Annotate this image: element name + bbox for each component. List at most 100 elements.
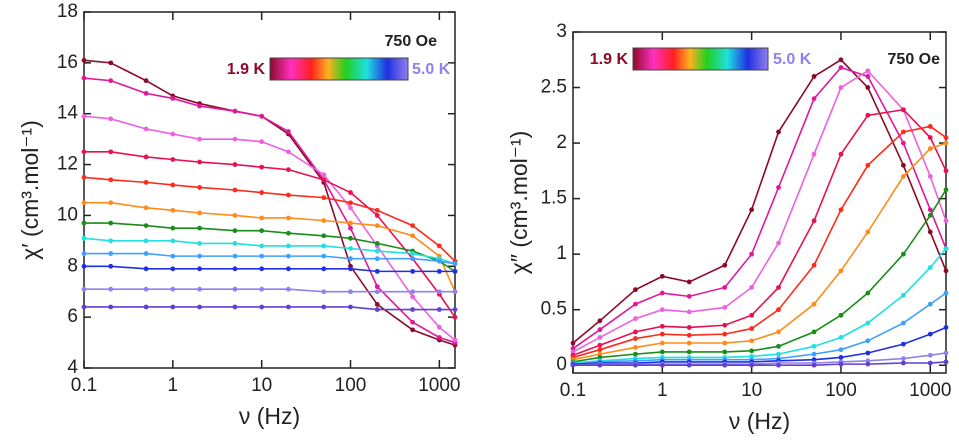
- data-point: [633, 329, 638, 335]
- data-point: [570, 340, 576, 346]
- data-point: [633, 287, 638, 293]
- series-line: [572, 69, 947, 353]
- data-point: [865, 162, 871, 168]
- data-point: [811, 151, 817, 157]
- y-tick-label: 1.5: [541, 188, 567, 209]
- data-point: [170, 182, 176, 188]
- data-point: [776, 129, 781, 135]
- y-tick-label: 10: [57, 204, 78, 225]
- series-line: [572, 189, 947, 363]
- data-point: [108, 238, 114, 244]
- data-point: [259, 190, 265, 195]
- data-point: [865, 85, 871, 90]
- x-tick-label: 1: [657, 380, 668, 401]
- data-point: [943, 168, 949, 174]
- data-point: [900, 320, 906, 326]
- data-point: [597, 351, 603, 357]
- plot-area: 0 0.5 1 1.5 2 2.5 3 0.1 1 10 100 1000 ν (Hz) χ″ (cm³.…: [506, 21, 951, 434]
- data-point: [927, 124, 933, 129]
- y-tick-label: 0.5: [541, 299, 567, 320]
- data-point: [197, 185, 202, 190]
- series-line: [84, 288, 455, 293]
- data-point: [348, 220, 353, 226]
- data-point: [197, 286, 202, 292]
- data-point: [776, 285, 781, 290]
- data-point: [259, 215, 265, 221]
- y-axis-label: χ′ (cm³.mol⁻¹): [17, 120, 43, 260]
- data-point: [410, 319, 416, 325]
- field-label: 750 Oe: [385, 33, 438, 50]
- data-point: [232, 108, 238, 114]
- data-point: [633, 362, 638, 368]
- data-point: [81, 75, 87, 81]
- data-point: [108, 149, 114, 155]
- data-point: [321, 289, 327, 295]
- data-point: [374, 213, 380, 218]
- panel: 4 6 8 10 12 14 16 18 0.1 1 10 100 1000 ν (Hz) χ′ (cm³.…: [17, 1, 460, 429]
- data-point: [143, 205, 149, 211]
- temperature-colorbar: [632, 47, 769, 71]
- series-line: [83, 59, 456, 346]
- data-point: [452, 268, 458, 274]
- data-point: [597, 355, 603, 360]
- data-point: [410, 307, 416, 312]
- data-point: [143, 154, 149, 160]
- data-point: [170, 286, 176, 292]
- data-point: [943, 325, 949, 330]
- data-point: [143, 223, 149, 229]
- data-point: [321, 177, 327, 183]
- data-point: [597, 335, 603, 340]
- data-point: [197, 103, 202, 109]
- data-point: [321, 172, 327, 178]
- data-point: [143, 90, 149, 96]
- t-min-label: 1.9 K: [590, 51, 629, 68]
- data-point: [410, 256, 416, 262]
- data-point: [143, 126, 149, 132]
- panel: 0 0.5 1 1.5 2 2.5 3 0.1 1 10 100 1000 ν (Hz) χ″ (cm³.…: [506, 21, 951, 434]
- data-point: [348, 256, 353, 262]
- data-point: [410, 294, 416, 300]
- data-point: [722, 340, 728, 346]
- series-line: [572, 142, 947, 361]
- data-point: [633, 336, 638, 341]
- data-point: [197, 241, 202, 246]
- plot-area: 4 6 8 10 12 14 16 18 0.1 1 10 100 1000 ν (Hz) χ′ (cm³.…: [17, 1, 460, 429]
- data-point: [321, 195, 327, 201]
- data-point: [686, 309, 692, 315]
- data-point: [633, 345, 638, 350]
- data-point: [865, 361, 871, 367]
- data-point: [776, 307, 781, 313]
- data-point: [900, 129, 906, 135]
- data-point: [232, 187, 238, 193]
- data-point: [143, 304, 149, 310]
- data-point: [927, 212, 933, 218]
- data-point: [232, 136, 238, 142]
- data-point: [232, 286, 238, 292]
- y-axis-label: χ″ (cm³.mol⁻¹): [506, 131, 532, 275]
- data-point: [197, 304, 202, 310]
- data-point: [410, 233, 416, 239]
- data-point: [865, 112, 871, 118]
- data-point: [436, 243, 442, 249]
- data-point: [321, 253, 327, 259]
- data-point: [811, 362, 817, 368]
- data-point: [865, 68, 871, 74]
- data-point: [686, 293, 692, 299]
- data-point: [259, 304, 265, 310]
- data-point: [686, 279, 692, 285]
- data-point: [776, 185, 781, 190]
- data-point: [410, 251, 416, 256]
- data-point: [321, 233, 327, 239]
- data-point: [108, 286, 114, 292]
- series-line: [84, 201, 456, 293]
- data-point: [838, 85, 844, 90]
- data-point: [143, 78, 149, 84]
- data-point: [722, 262, 728, 268]
- data-point: [374, 307, 380, 312]
- data-point: [410, 268, 416, 274]
- series-line: [572, 66, 947, 350]
- data-point: [232, 213, 238, 218]
- x-tick-label: 10: [251, 375, 272, 396]
- data-point: [259, 253, 265, 259]
